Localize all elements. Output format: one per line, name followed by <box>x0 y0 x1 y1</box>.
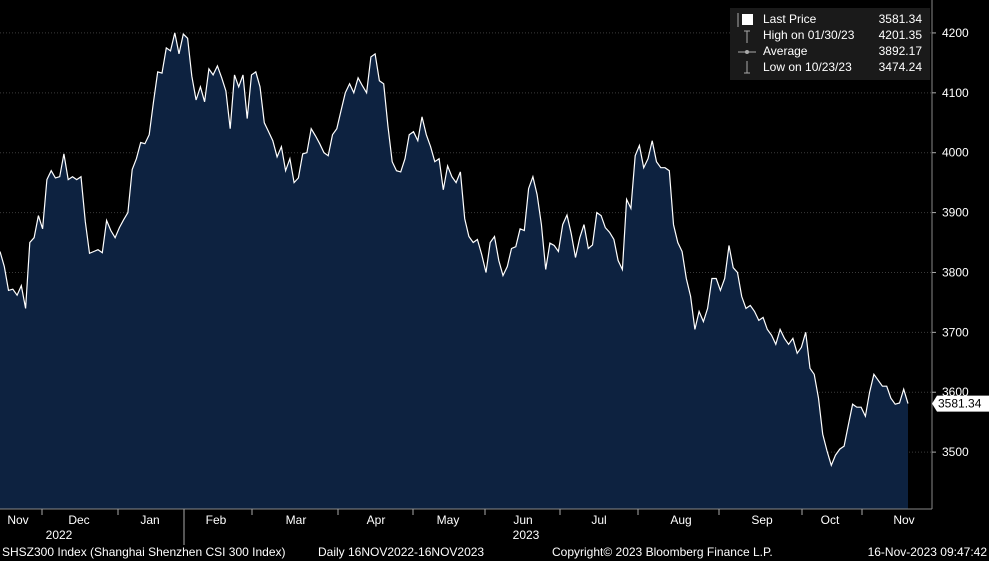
legend-value: 3474.24 <box>878 60 922 74</box>
year-label: 2023 <box>513 528 540 542</box>
x-tick-label: Oct <box>821 513 840 527</box>
x-tick-label: Feb <box>206 513 227 527</box>
last-price-label: 3581.34 <box>938 397 982 411</box>
y-tick-label: 3500 <box>942 445 969 459</box>
high-marker-icon <box>744 30 750 43</box>
x-tick-label: Jan <box>140 513 159 527</box>
average-marker-icon <box>738 50 756 54</box>
legend-high: High on 01/30/23 4201.35 <box>730 28 930 44</box>
copyright-label: Copyright© 2023 Bloomberg Finance L.P. <box>552 545 773 559</box>
last-price-tag <box>932 395 989 412</box>
x-axis-ticks: Nov Dec Jan Feb Mar Apr May Jun Jul Aug Sep Oct Nov 2… <box>7 509 915 545</box>
footer-bar: SHSZ300 Index (Shanghai Shenzhen CSI 300… <box>0 545 989 561</box>
last-price-marker: 3581.34 <box>932 395 989 412</box>
legend-label: Average <box>763 44 808 58</box>
ticker-description: SHSZ300 Index (Shanghai Shenzhen CSI 300… <box>2 545 286 559</box>
y-tick-label: 3900 <box>942 206 969 220</box>
x-tick-label: Nov <box>893 513 914 527</box>
legend-value: 3892.17 <box>878 44 922 58</box>
legend-label: Last Price <box>763 12 817 26</box>
x-tick-label: Dec <box>68 513 89 527</box>
price-area-fill <box>0 32 908 510</box>
y-tick-label: 3800 <box>942 265 969 279</box>
legend-value: 4201.35 <box>878 28 922 42</box>
y-tick-label: 4100 <box>942 86 969 100</box>
x-tick-label: May <box>437 513 460 527</box>
legend-last-price: Last Price 3581.34 <box>730 12 930 28</box>
y-tick-label: 4000 <box>942 146 969 160</box>
x-tick-label: Jun <box>513 513 532 527</box>
x-tick-label: Nov <box>7 513 28 527</box>
legend-value: 3581.34 <box>878 12 922 26</box>
timestamp-label: 16-Nov-2023 09:47:42 <box>867 545 987 559</box>
last-price-swatch-icon <box>737 13 753 27</box>
legend-low: Low on 10/23/23 3474.24 <box>730 60 930 76</box>
year-label: 2022 <box>46 528 73 542</box>
period-label: Daily 16NOV2022-16NOV2023 <box>318 545 485 559</box>
x-tick-label: Aug <box>670 513 691 527</box>
legend-average: Average 3892.17 <box>730 44 930 60</box>
x-tick-label: Jul <box>591 513 606 527</box>
legend-label: High on 01/30/23 <box>763 28 855 42</box>
price-line <box>0 32 909 468</box>
x-tick-label: Mar <box>286 513 307 527</box>
legend: Last Price 3581.34 High on 01/30/23 4201… <box>730 8 930 80</box>
y-tick-label: 4200 <box>942 26 969 40</box>
y-tick-label: 3700 <box>942 325 969 339</box>
low-marker-icon <box>744 61 750 74</box>
x-tick-label: Apr <box>367 513 386 527</box>
x-tick-label: Sep <box>751 513 773 527</box>
legend-label: Low on 10/23/23 <box>763 60 852 74</box>
price-chart: 3500 3600 3700 3800 3900 4000 4100 4200 Nov Dec J… <box>0 0 989 545</box>
